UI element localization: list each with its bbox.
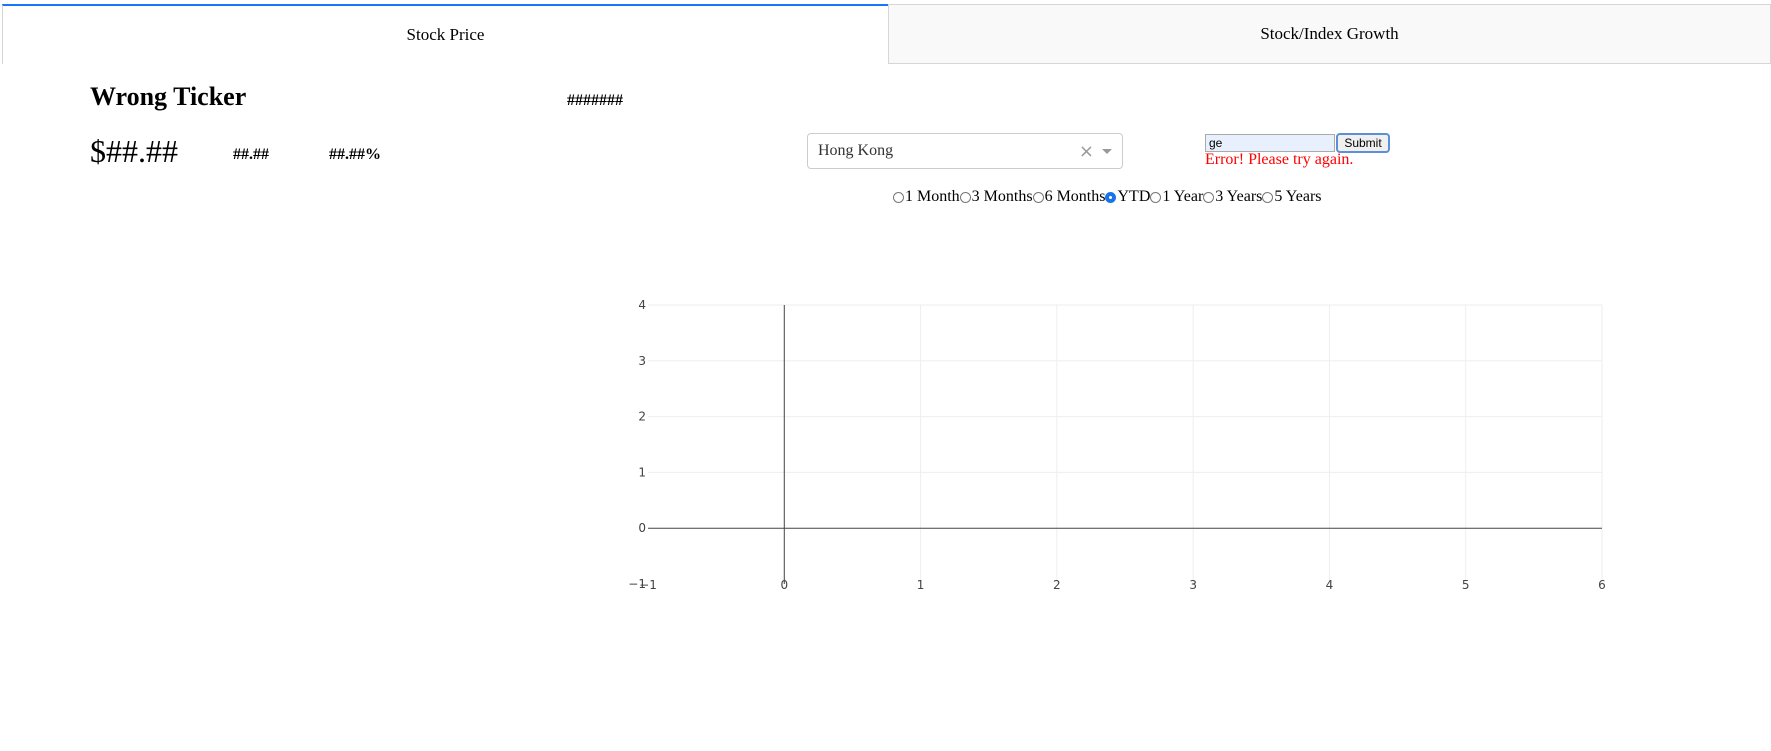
radio-button[interactable] <box>959 191 971 203</box>
period-option-3-years[interactable]: 3 Years <box>1203 188 1262 206</box>
period-label: 1 Year <box>1162 188 1204 205</box>
x-tick-label: 0 <box>780 578 788 592</box>
period-option-ytd[interactable]: YTD <box>1105 188 1150 206</box>
y-tick-label: 4 <box>638 298 646 312</box>
radio-button-selected[interactable] <box>1105 191 1117 203</box>
market-dropdown-value: Hong Kong <box>818 142 894 159</box>
radio-button[interactable] <box>893 191 904 203</box>
chevron-down-icon[interactable] <box>1102 149 1112 154</box>
tab-stock-index-growth[interactable]: Stock/Index Growth <box>888 4 1771 64</box>
period-radio-group: 1 Month 3 Months 6 Months YTD 1 Year 3 Y… <box>893 188 1322 206</box>
tab-stock-price[interactable]: Stock Price <box>2 4 888 64</box>
price-change: ##.## <box>233 146 269 163</box>
price-change-percent: ##.##% <box>329 146 381 163</box>
ticker-input[interactable]: ge <box>1205 134 1335 152</box>
clear-icon[interactable]: × <box>1078 141 1094 162</box>
submit-button[interactable]: Submit <box>1336 133 1390 153</box>
ticker-title: Wrong Ticker <box>90 82 247 111</box>
period-option-3-months[interactable]: 3 Months <box>959 188 1033 206</box>
radio-button[interactable] <box>1262 191 1274 203</box>
x-tick-label: 4 <box>1326 578 1334 592</box>
period-label: 5 Years <box>1274 188 1322 205</box>
y-tick-label: −1 <box>628 577 646 591</box>
x-tick-label: 3 <box>1189 578 1197 592</box>
period-label: 3 Months <box>971 188 1033 205</box>
y-tick-label: 2 <box>638 410 646 424</box>
period-label: 6 Months <box>1044 188 1106 205</box>
period-label: 1 Month <box>905 188 960 205</box>
y-tick-label: 1 <box>638 465 646 479</box>
radio-button[interactable] <box>1032 191 1044 203</box>
company-name-placeholder: ####### <box>567 92 623 109</box>
x-tick-label: 6 <box>1598 578 1606 592</box>
x-tick-label: 5 <box>1462 578 1470 592</box>
radio-button[interactable] <box>1203 191 1215 203</box>
price-value: $##.## <box>90 133 178 169</box>
tab-bar: Stock Price Stock/Index Growth <box>2 4 1771 65</box>
y-tick-label: 0 <box>638 521 646 535</box>
period-option-6-months[interactable]: 6 Months <box>1032 188 1106 206</box>
period-option-5-years[interactable]: 5 Years <box>1262 188 1322 206</box>
period-option-1-year[interactable]: 1 Year <box>1150 188 1203 206</box>
y-tick-label: 3 <box>638 354 646 368</box>
x-tick-label: 1 <box>917 578 925 592</box>
market-dropdown[interactable]: Hong Kong × <box>807 133 1123 169</box>
x-tick-label: 2 <box>1053 578 1061 592</box>
x-tick-label: −1 <box>639 578 657 592</box>
radio-button[interactable] <box>1150 191 1162 203</box>
period-label: YTD <box>1117 188 1151 205</box>
period-option-1-month[interactable]: 1 Month <box>893 188 960 206</box>
period-label: 3 Years <box>1215 188 1263 205</box>
error-message: Error! Please try again. <box>1205 151 1354 168</box>
